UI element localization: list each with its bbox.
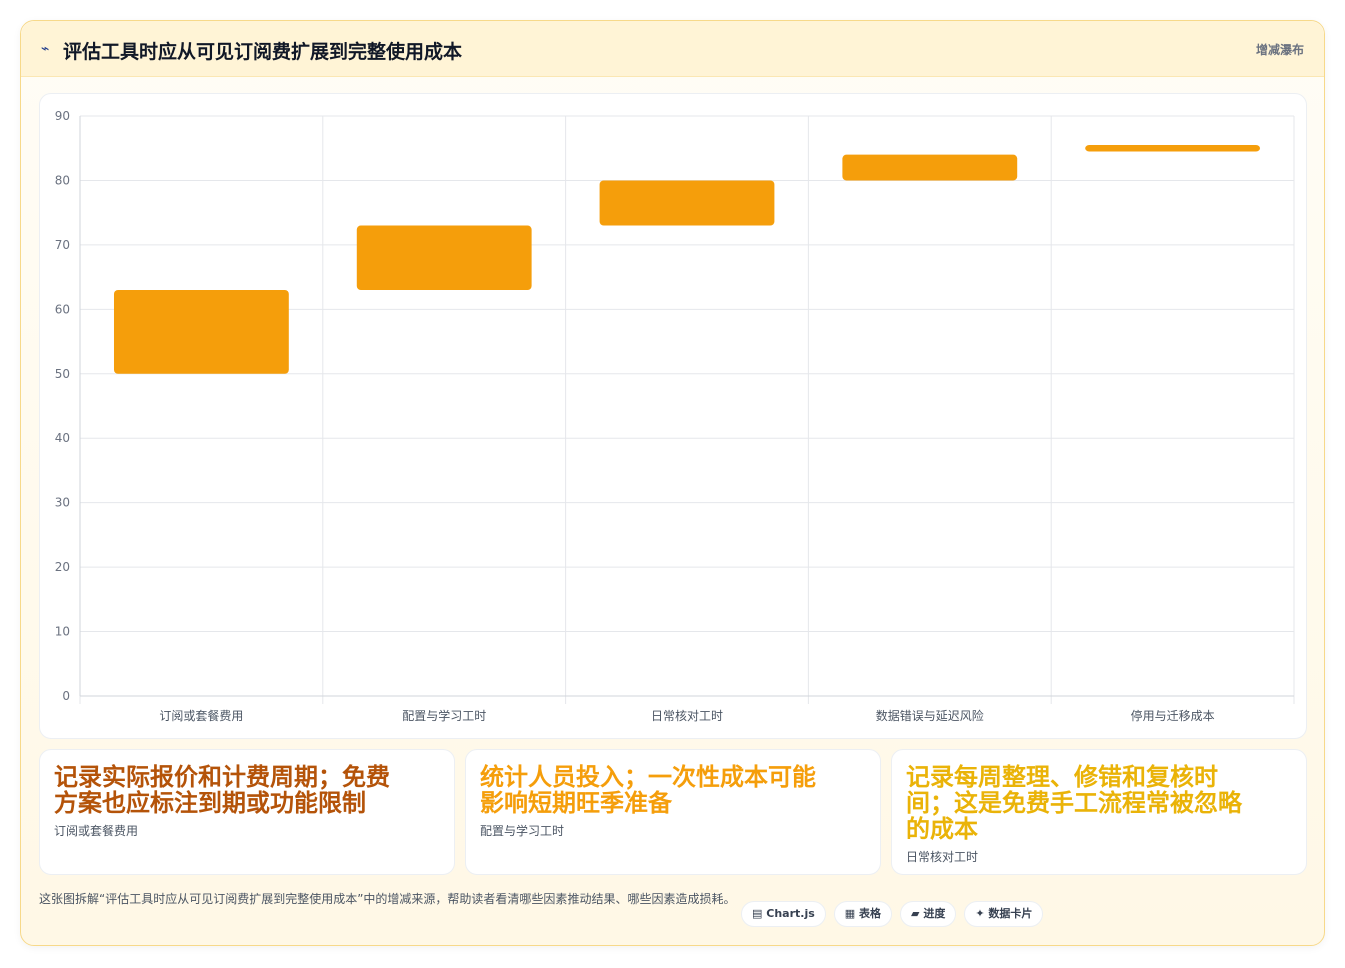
- chip-label: Chart.js: [766, 907, 815, 920]
- chart-icon: ▤: [752, 907, 763, 920]
- note-card-3: 记录每周整理、修错和复核时 间；这是免费手工流程常被忽略 的成本 日常核对工时: [891, 749, 1307, 875]
- note-text-2: 统计人员投入；一次性成本可能 影响短期旺季准备: [480, 763, 816, 817]
- y-tick-label: 30: [55, 496, 70, 510]
- x-tick-label: 订阅或套餐费用: [159, 708, 243, 723]
- card-header: ⌁ 评估工具时应从可见订阅费扩展到完整使用成本 增减瀑布: [21, 21, 1324, 77]
- chip-label: 进度: [923, 907, 946, 920]
- note-sub-3: 日常核对工时: [906, 850, 979, 864]
- y-tick-label: 0: [62, 689, 70, 703]
- waterfall-bar: [1085, 145, 1261, 152]
- chip-progress[interactable]: ▰ 进度: [900, 901, 957, 927]
- progress-icon: ▰: [911, 907, 920, 920]
- chip-data-cards[interactable]: ✦ 数据卡片: [964, 901, 1044, 927]
- chip-chartjs[interactable]: ▤ Chart.js: [741, 901, 826, 927]
- y-tick-label: 90: [55, 109, 70, 123]
- x-tick-label: 数据错误与延迟风险: [876, 708, 984, 723]
- waterfall-bar: [599, 180, 775, 226]
- waterfall-bar: [842, 154, 1018, 181]
- waterfall-chart: 0 10 20 30 40 50 60 70 80 90 订阅或套餐费用 配置与学习工时 日常核对工时 数…: [55, 109, 1295, 723]
- note-text-3: 记录每周整理、修错和复核时 间；这是免费手工流程常被忽略 的成本: [906, 763, 1242, 843]
- y-tick-label: 20: [55, 560, 70, 574]
- y-tick-label: 40: [55, 431, 70, 445]
- note-sub-2: 配置与学习工时: [480, 824, 565, 838]
- note-text-1: 记录实际报价和计费周期；免费 方案也应标注到期或功能限制: [54, 763, 390, 817]
- chart-panel: 0 10 20 30 40 50 60 70 80 90 订阅或套餐费用 配置与学习工时 日常核对工时 数…: [39, 93, 1307, 739]
- x-tick-label: 停用与迁移成本: [1131, 708, 1215, 723]
- chart-trend-icon: ⌁: [41, 41, 50, 57]
- note-card-1: 记录实际报价和计费周期；免费 方案也应标注到期或功能限制 订阅或套餐费用: [39, 749, 455, 875]
- chip-row: ▤ Chart.js ▦ 表格 ▰ 进度 ✦ 数据卡片: [741, 901, 1044, 927]
- chart-card: ⌁ 评估工具时应从可见订阅费扩展到完整使用成本 增减瀑布 0 10 20 30 40 50…: [20, 20, 1325, 946]
- y-tick-label: 70: [55, 238, 70, 252]
- x-tick-label: 日常核对工时: [651, 709, 723, 723]
- chip-table[interactable]: ▦ 表格: [833, 901, 893, 927]
- chip-label: 数据卡片: [988, 907, 1033, 920]
- chip-label: 表格: [859, 907, 882, 920]
- note-sub-1: 订阅或套餐费用: [54, 824, 139, 838]
- page-title: 评估工具时应从可见订阅费扩展到完整使用成本: [63, 41, 463, 63]
- note-card-2: 统计人员投入；一次性成本可能 影响短期旺季准备 配置与学习工时: [465, 749, 881, 875]
- table-icon: ▦: [844, 907, 856, 920]
- y-tick-label: 80: [55, 173, 70, 187]
- x-tick-label: 配置与学习工时: [402, 708, 486, 723]
- waterfall-bar: [356, 225, 532, 290]
- chart-description: 这张图拆解“评估工具时应从可见订阅费扩展到完整使用成本”中的增减来源，帮助读者看…: [39, 892, 736, 906]
- sparkle-icon: ✦: [975, 907, 985, 920]
- waterfall-bar: [113, 290, 289, 374]
- y-tick-label: 50: [55, 367, 70, 381]
- chart-type-badge: 增减瀑布: [1255, 43, 1304, 57]
- y-tick-label: 60: [55, 302, 70, 316]
- y-tick-label: 10: [55, 625, 70, 639]
